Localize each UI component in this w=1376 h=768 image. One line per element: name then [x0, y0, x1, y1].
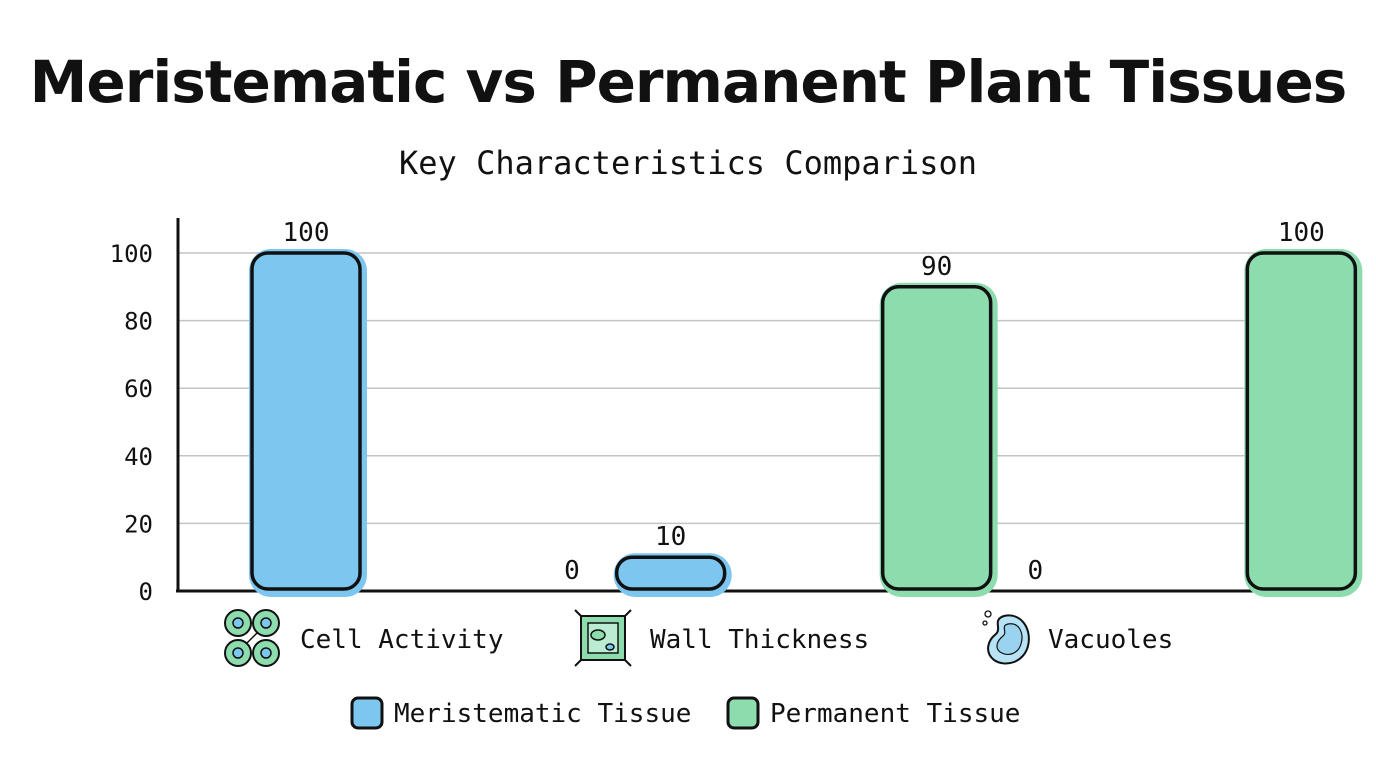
- legend-swatch: [350, 696, 384, 730]
- data-label: 90: [921, 252, 952, 282]
- legend-label: Permanent Tissue: [770, 699, 1020, 729]
- bar: [880, 285, 993, 591]
- bar: [250, 251, 362, 591]
- data-label: 0: [1028, 556, 1044, 586]
- chart-title: Meristematic vs Permanent Plant Tissues: [29, 48, 1348, 116]
- x-category-label: Vacuoles: [1048, 625, 1173, 655]
- y-tick-label: 100: [110, 240, 153, 268]
- y-tick-label: 0: [139, 578, 153, 606]
- data-label: 10: [655, 522, 686, 552]
- chart-subtitle: Key Characteristics Comparison: [399, 144, 977, 182]
- y-tick-label: 80: [124, 308, 153, 336]
- y-tick-label: 20: [124, 510, 153, 538]
- plant-cell-wall-icon: [574, 609, 632, 667]
- data-labels: 100 0 10 90 0 100: [283, 218, 1325, 586]
- legend-label: Meristematic Tissue: [394, 699, 691, 729]
- x-category-label: Wall Thickness: [650, 625, 869, 655]
- data-label: 0: [564, 556, 580, 586]
- dividing-cells-icon: [224, 609, 280, 667]
- legend-swatch: [726, 696, 760, 730]
- x-axis-categories: Cell Activity Wall Thickness Vacuoles: [224, 609, 1173, 667]
- bar: [1245, 251, 1358, 591]
- legend-item: Permanent Tissue: [726, 696, 1020, 730]
- legend: Meristematic Tissue Permanent Tissue: [350, 696, 1020, 730]
- bars: [249, 249, 1363, 597]
- data-label: 100: [1278, 218, 1325, 248]
- data-label: 100: [283, 218, 330, 248]
- y-tick-label: 60: [124, 375, 153, 403]
- bar: [614, 555, 727, 591]
- x-category-label: Cell Activity: [300, 625, 504, 655]
- y-tick-label: 40: [124, 443, 153, 471]
- vacuole-icon: [982, 610, 1030, 665]
- legend-item: Meristematic Tissue: [350, 696, 691, 730]
